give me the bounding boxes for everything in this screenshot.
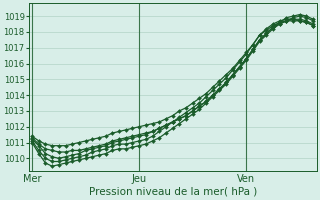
X-axis label: Pression niveau de la mer( hPa ): Pression niveau de la mer( hPa ) — [89, 187, 257, 197]
